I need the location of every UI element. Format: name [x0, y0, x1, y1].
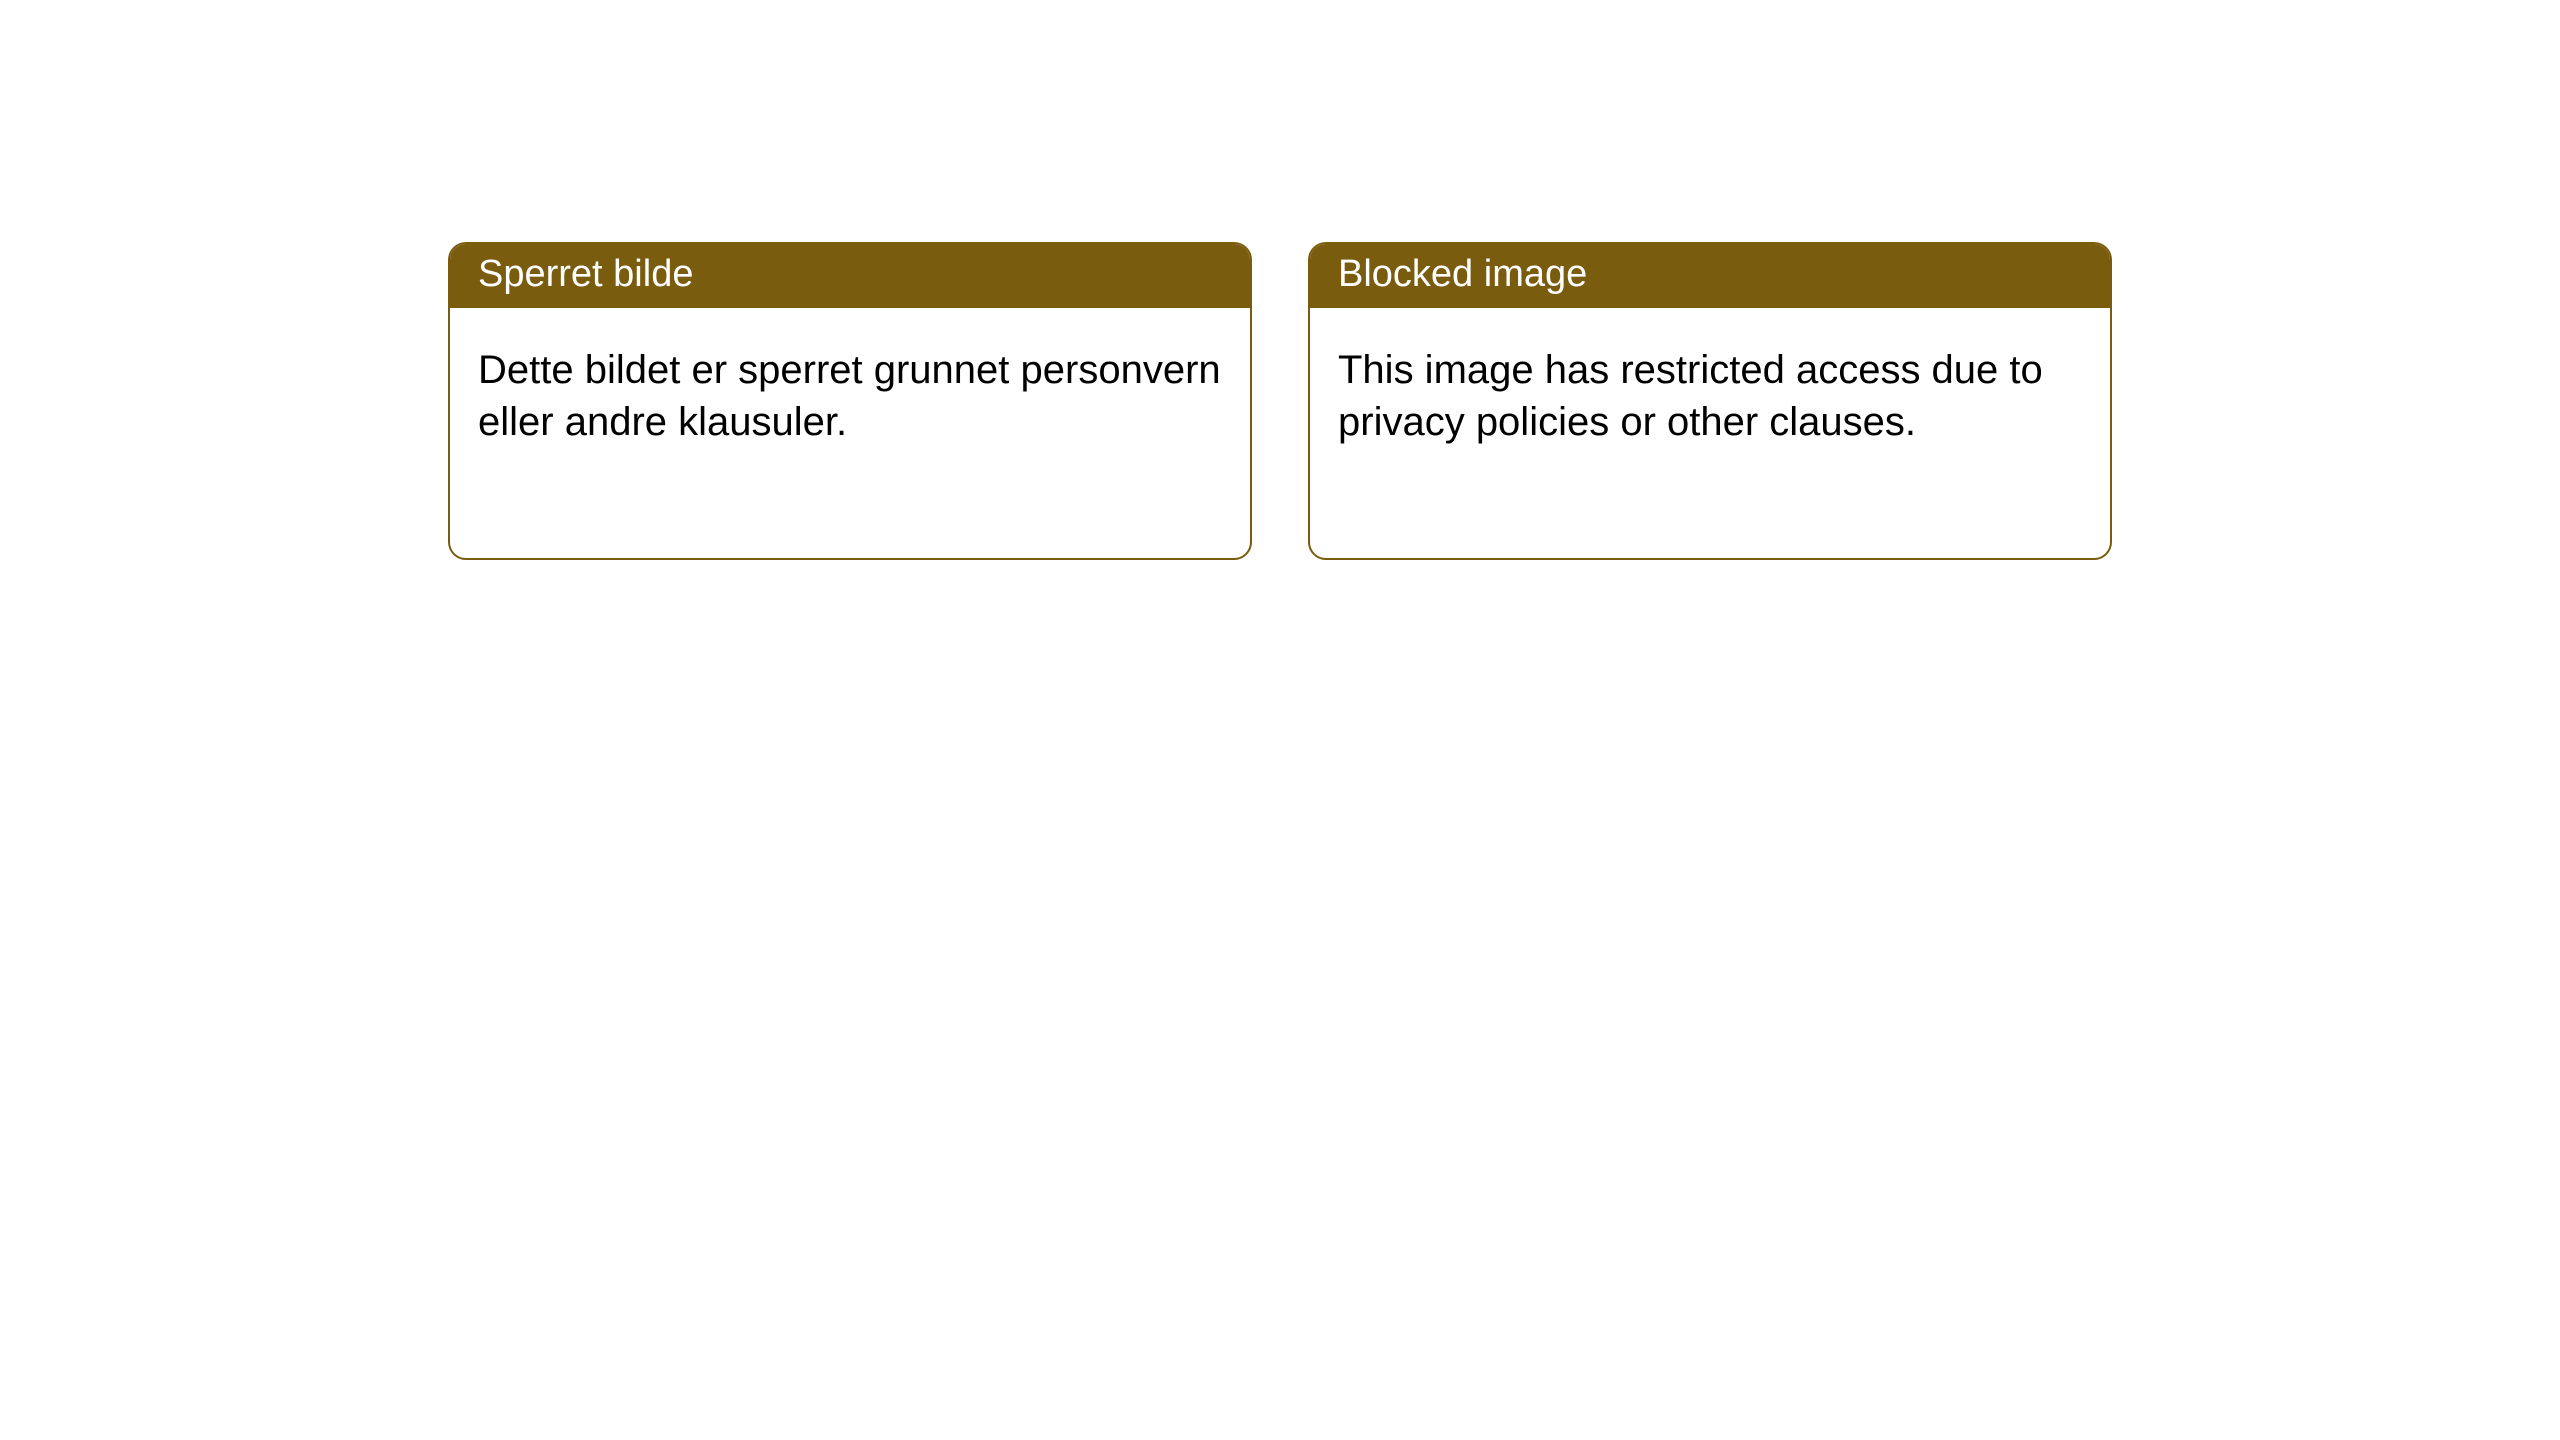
notice-header-norwegian: Sperret bilde: [450, 244, 1250, 308]
notice-body-english: This image has restricted access due to …: [1310, 308, 2110, 558]
notice-body-norwegian: Dette bildet er sperret grunnet personve…: [450, 308, 1250, 558]
notice-header-english: Blocked image: [1310, 244, 2110, 308]
notice-container: Sperret bilde Dette bildet er sperret gr…: [0, 0, 2560, 560]
notice-card-english: Blocked image This image has restricted …: [1308, 242, 2112, 560]
notice-card-norwegian: Sperret bilde Dette bildet er sperret gr…: [448, 242, 1252, 560]
